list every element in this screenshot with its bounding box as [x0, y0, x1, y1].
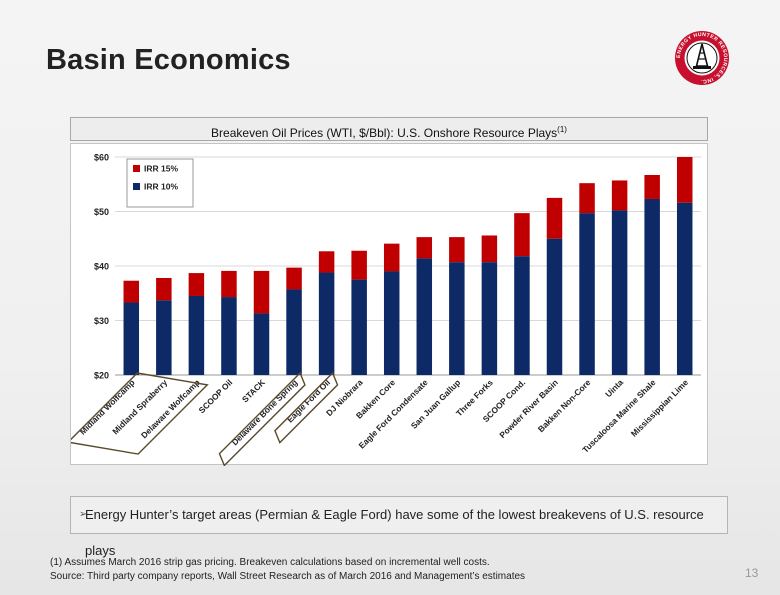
bar-irr10 — [449, 262, 465, 375]
chart-header-text: Breakeven Oil Prices (WTI, $/Bbl): U.S. … — [211, 126, 558, 140]
bar-irr15 — [514, 213, 530, 257]
bar-irr15 — [188, 273, 205, 296]
bar-irr15 — [449, 237, 465, 263]
x-tick-label: Uinta — [603, 377, 625, 399]
x-tick-label: SCOOP Oil — [196, 377, 234, 415]
bar-irr15 — [318, 251, 335, 273]
bar-irr10 — [676, 202, 693, 375]
y-tick-label: $40 — [94, 262, 109, 272]
x-tick-label: Delaware Wolfcamp — [139, 377, 202, 440]
logo-inner-ring — [686, 42, 718, 74]
legend-label: IRR 10% — [144, 182, 178, 192]
bar-irr15 — [481, 235, 498, 263]
chart-header-footnote-ref: (1) — [557, 125, 567, 134]
bar-irr10 — [221, 297, 237, 375]
callout-text: Energy Hunter’s target areas (Permian & … — [85, 507, 704, 558]
bar-irr10 — [644, 198, 660, 375]
company-logo: ENERGY HUNTER RESOURCES, INC. — [675, 31, 729, 85]
bar-irr10 — [416, 258, 433, 375]
bar-irr10 — [611, 210, 628, 375]
bar-irr10 — [318, 272, 335, 375]
source-note: Source: Third party company reports, Wal… — [50, 571, 526, 582]
highlight-box — [71, 372, 209, 455]
y-tick-label: $60 — [94, 153, 109, 163]
highlight-box — [274, 371, 339, 444]
page-title: Basin Economics — [46, 44, 291, 76]
bar-irr10 — [383, 271, 400, 375]
y-tick-label: $50 — [94, 207, 109, 217]
bar-irr15 — [546, 197, 563, 239]
bar-irr15 — [579, 183, 595, 214]
bar-irr10 — [481, 262, 498, 375]
bar-irr15 — [351, 250, 367, 280]
bar-irr15 — [676, 157, 693, 203]
arrow-bullet-icon: ➢ — [79, 509, 88, 520]
highlight-box — [218, 371, 306, 466]
bar-irr10 — [286, 289, 302, 375]
bar-irr15 — [221, 270, 237, 298]
bar-irr15 — [123, 280, 140, 303]
bar-irr15 — [156, 277, 172, 301]
bar-irr10 — [514, 256, 530, 375]
page-number: 13 — [745, 566, 759, 580]
x-tick-label: STACK — [240, 377, 267, 404]
legend-swatch — [133, 183, 140, 190]
chart-panel: $20 $30 $40 $50 $60 Midland Wolfcamp Midland S… — [70, 143, 708, 466]
bar-irr15 — [383, 243, 400, 272]
legend-label: IRR 15% — [144, 164, 178, 174]
bar-irr15 — [286, 267, 302, 290]
x-tick-label: Powder River Basin — [497, 377, 560, 440]
bar-irr10 — [579, 213, 595, 375]
y-tick-label: $30 — [94, 316, 109, 326]
bar-irr10 — [351, 279, 367, 375]
x-tick-label: Mississippian Lime — [629, 377, 691, 439]
callout-box: ➢ Energy Hunter’s target areas (Permian … — [70, 496, 728, 558]
bar-irr15 — [644, 174, 660, 199]
x-tick-label: Midland Spraberry — [110, 377, 169, 436]
legend-swatch — [133, 165, 140, 172]
bar-irr15 — [416, 237, 433, 259]
y-tick-label: $20 — [94, 371, 109, 381]
footnote: (1) Assumes March 2016 strip gas pricing… — [50, 557, 490, 568]
bar-irr15 — [253, 270, 270, 314]
chart-header: Breakeven Oil Prices (WTI, $/Bbl): U.S. … — [70, 117, 708, 141]
x-tick-label: Midland Wolfcamp — [77, 377, 136, 436]
bar-irr10 — [123, 302, 140, 375]
bar-irr15 — [611, 180, 628, 211]
bar-irr10 — [156, 300, 172, 375]
bar-irr10 — [188, 295, 205, 375]
bar-irr10 — [546, 238, 563, 375]
bar-irr10 — [253, 313, 270, 375]
